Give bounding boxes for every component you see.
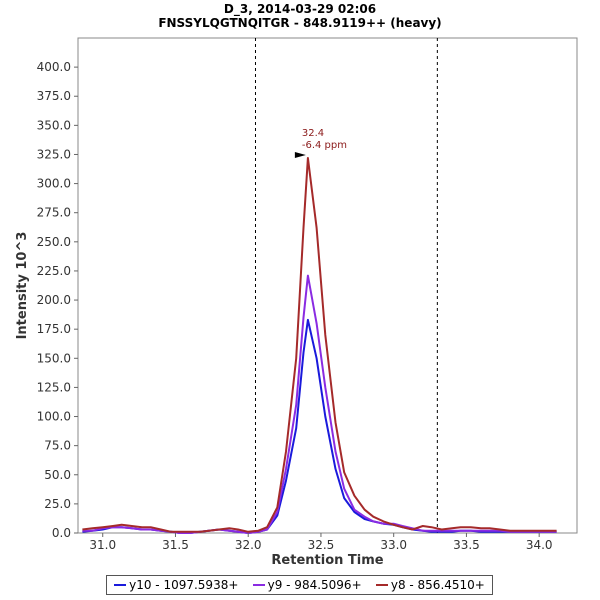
y-tick-label: 325.0 — [37, 147, 71, 161]
x-tick-label: 32.0 — [235, 538, 262, 552]
y-tick-label: 200.0 — [37, 293, 71, 307]
legend-item: y9 - 984.5096+ — [252, 578, 362, 592]
series-line-y8 — [82, 157, 557, 533]
legend-swatch-y8 — [375, 584, 388, 586]
y-tick-label: 175.0 — [37, 322, 71, 336]
y-tick-label: 150.0 — [37, 351, 71, 365]
plot-area — [77, 37, 578, 534]
y-tick-label: 275.0 — [37, 206, 71, 220]
legend-label: y10 - 1097.5938+ — [129, 578, 239, 592]
y-tick-label: 300.0 — [37, 177, 71, 191]
y-tick-label: 50.0 — [44, 468, 71, 482]
legend-item: y10 - 1097.5938+ — [114, 578, 238, 592]
peak-marker — [294, 151, 306, 158]
x-tick-label: 32.5 — [308, 538, 335, 552]
x-tick-label: 33.5 — [453, 538, 480, 552]
x-tick-label: 33.0 — [380, 538, 407, 552]
x-axis-title: Retention Time — [271, 553, 383, 568]
y-tick-label: 125.0 — [37, 380, 71, 394]
y-tick-label: 375.0 — [37, 89, 71, 103]
legend-label: y9 - 984.5096+ — [267, 578, 362, 592]
legend-swatch-y10 — [114, 584, 127, 586]
y-tick-label: 225.0 — [37, 264, 71, 278]
y-tick-label: 100.0 — [37, 410, 71, 424]
y-axis-title: Intensity 10^3 — [15, 232, 30, 340]
y-tick-label: 250.0 — [37, 235, 71, 249]
peak-label-ppm: -6.4 ppm — [302, 140, 347, 151]
legend-swatch-y9 — [252, 584, 265, 586]
legend-label: y8 - 856.4510+ — [390, 578, 485, 592]
x-tick-label: 31.5 — [162, 538, 189, 552]
legend: y10 - 1097.5938+ y9 - 984.5096+ y8 - 856… — [106, 575, 493, 595]
y-tick-label: 400.0 — [37, 60, 71, 74]
y-tick-label: 75.0 — [44, 439, 71, 453]
chart-subtitle: FNSSYLQGTNQITGR - 848.9119++ (heavy) — [158, 16, 442, 30]
chart-title: D_3, 2014-03-29 02:06 — [223, 2, 377, 16]
legend-item: y8 - 856.4510+ — [375, 578, 485, 592]
x-tick-label: 34.0 — [526, 538, 553, 552]
x-tick-label: 31.0 — [89, 538, 116, 552]
y-tick-label: 0.0 — [52, 526, 71, 540]
y-tick-label: 25.0 — [44, 497, 71, 511]
y-tick-label: 350.0 — [37, 118, 71, 132]
peak-label-rt: 32.4 — [302, 128, 324, 139]
